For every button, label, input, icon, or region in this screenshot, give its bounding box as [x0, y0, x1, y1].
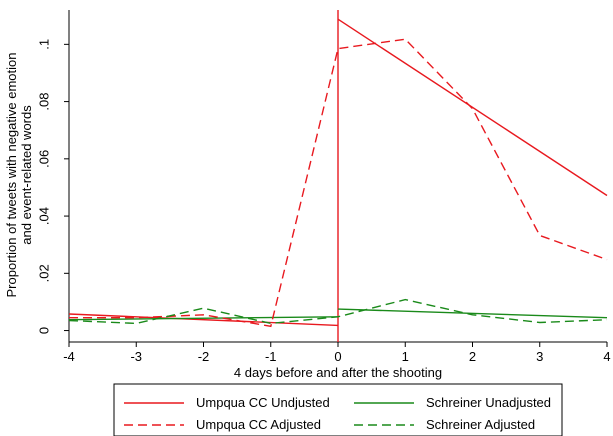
- x-tick-label: 4: [603, 349, 610, 364]
- series-line: [69, 38, 608, 328]
- x-tick-label: -3: [130, 349, 142, 364]
- x-tick-label: 1: [402, 349, 409, 364]
- series-1: [68, 308, 608, 321]
- legend-label: Umpqua CC Undjusted: [196, 395, 330, 410]
- series-line: [68, 313, 339, 327]
- y-axis: 0 .02 .04 .06 .08 .1: [36, 10, 70, 342]
- y-axis-title-line-1: Proportion of tweets with negative emoti…: [4, 53, 19, 298]
- y-tick-label: 0: [36, 327, 51, 334]
- y-axis-title-line-2: and event-related words: [19, 105, 34, 245]
- y-axis-title: Proportion of tweets with negative emoti…: [4, 53, 34, 298]
- y-tick-label: .06: [36, 150, 51, 168]
- series-3: [68, 298, 608, 325]
- series-line: [337, 18, 608, 197]
- x-tick-label: 3: [536, 349, 543, 364]
- legend-label: Schreiner Adjusted: [426, 417, 535, 432]
- series-line: [68, 298, 608, 325]
- legend-box: [113, 383, 563, 436]
- y-tick-label: .1: [36, 39, 51, 50]
- series-0: [68, 18, 608, 327]
- legend: Umpqua CC Undjusted Schreiner Unadjusted U…: [113, 383, 563, 436]
- y-tick-label: .08: [36, 93, 51, 111]
- legend-label: Schreiner Unadjusted: [426, 395, 551, 410]
- series-2: [69, 38, 608, 328]
- y-tick-label: .02: [36, 264, 51, 282]
- y-tick-label: .04: [36, 207, 51, 225]
- x-tick-label: 0: [334, 349, 341, 364]
- x-axis: -4 -3 -2 -1 0 1 2 3 4: [63, 341, 611, 364]
- x-tick-label: -4: [63, 349, 75, 364]
- x-axis-title: 4 days before and after the shooting: [234, 365, 442, 380]
- legend-label: Umpqua CC Adjusted: [196, 417, 321, 432]
- x-tick-label: -2: [198, 349, 210, 364]
- x-tick-label: -1: [265, 349, 277, 364]
- series-line: [68, 316, 339, 321]
- series-layer: [68, 10, 608, 342]
- series-line: [337, 308, 608, 319]
- x-tick-label: 2: [469, 349, 476, 364]
